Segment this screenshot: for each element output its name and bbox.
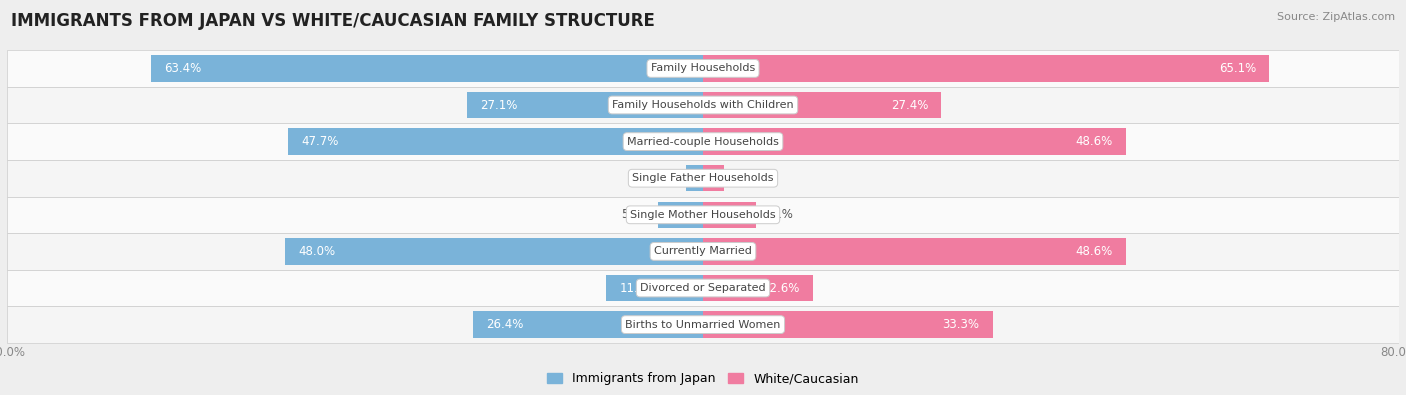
Text: 2.0%: 2.0% <box>650 172 679 185</box>
Text: 27.4%: 27.4% <box>891 98 928 111</box>
Bar <box>285 238 703 265</box>
Bar <box>152 55 703 82</box>
Text: 63.4%: 63.4% <box>165 62 201 75</box>
Text: Currently Married: Currently Married <box>654 246 752 256</box>
Bar <box>7 270 1399 306</box>
Bar <box>7 196 1399 233</box>
Bar <box>703 55 1270 82</box>
Bar <box>686 165 703 192</box>
Text: 12.6%: 12.6% <box>762 282 800 295</box>
Text: Births to Unmarried Women: Births to Unmarried Women <box>626 320 780 329</box>
Bar <box>703 238 1126 265</box>
Text: 27.1%: 27.1% <box>481 98 517 111</box>
Bar <box>474 311 703 338</box>
Text: Married-couple Households: Married-couple Households <box>627 137 779 147</box>
Text: 48.0%: 48.0% <box>298 245 336 258</box>
Bar <box>288 128 703 155</box>
Text: 2.4%: 2.4% <box>731 172 761 185</box>
Text: 47.7%: 47.7% <box>301 135 339 148</box>
Text: Divorced or Separated: Divorced or Separated <box>640 283 766 293</box>
Text: 11.1%: 11.1% <box>620 282 657 295</box>
Text: 48.6%: 48.6% <box>1076 245 1112 258</box>
Text: Single Mother Households: Single Mother Households <box>630 210 776 220</box>
Bar <box>703 165 724 192</box>
Bar <box>703 128 1126 155</box>
Text: 5.2%: 5.2% <box>621 208 651 221</box>
Text: 48.6%: 48.6% <box>1076 135 1112 148</box>
Bar <box>7 160 1399 196</box>
Bar <box>7 306 1399 343</box>
Bar <box>703 275 813 301</box>
Text: Family Households: Family Households <box>651 64 755 73</box>
Text: Source: ZipAtlas.com: Source: ZipAtlas.com <box>1277 12 1395 22</box>
Legend: Immigrants from Japan, White/Caucasian: Immigrants from Japan, White/Caucasian <box>543 367 863 390</box>
Text: 6.1%: 6.1% <box>763 208 793 221</box>
Bar <box>7 87 1399 123</box>
Bar <box>703 311 993 338</box>
Text: Single Father Households: Single Father Households <box>633 173 773 183</box>
Text: 33.3%: 33.3% <box>942 318 980 331</box>
Bar <box>606 275 703 301</box>
Text: 26.4%: 26.4% <box>486 318 524 331</box>
Bar <box>658 201 703 228</box>
Text: Family Households with Children: Family Households with Children <box>612 100 794 110</box>
Bar <box>7 123 1399 160</box>
Text: IMMIGRANTS FROM JAPAN VS WHITE/CAUCASIAN FAMILY STRUCTURE: IMMIGRANTS FROM JAPAN VS WHITE/CAUCASIAN… <box>11 12 655 30</box>
Bar <box>7 50 1399 87</box>
Bar <box>703 92 942 118</box>
Bar <box>7 233 1399 270</box>
Bar <box>467 92 703 118</box>
Bar <box>703 201 756 228</box>
Text: 65.1%: 65.1% <box>1219 62 1257 75</box>
